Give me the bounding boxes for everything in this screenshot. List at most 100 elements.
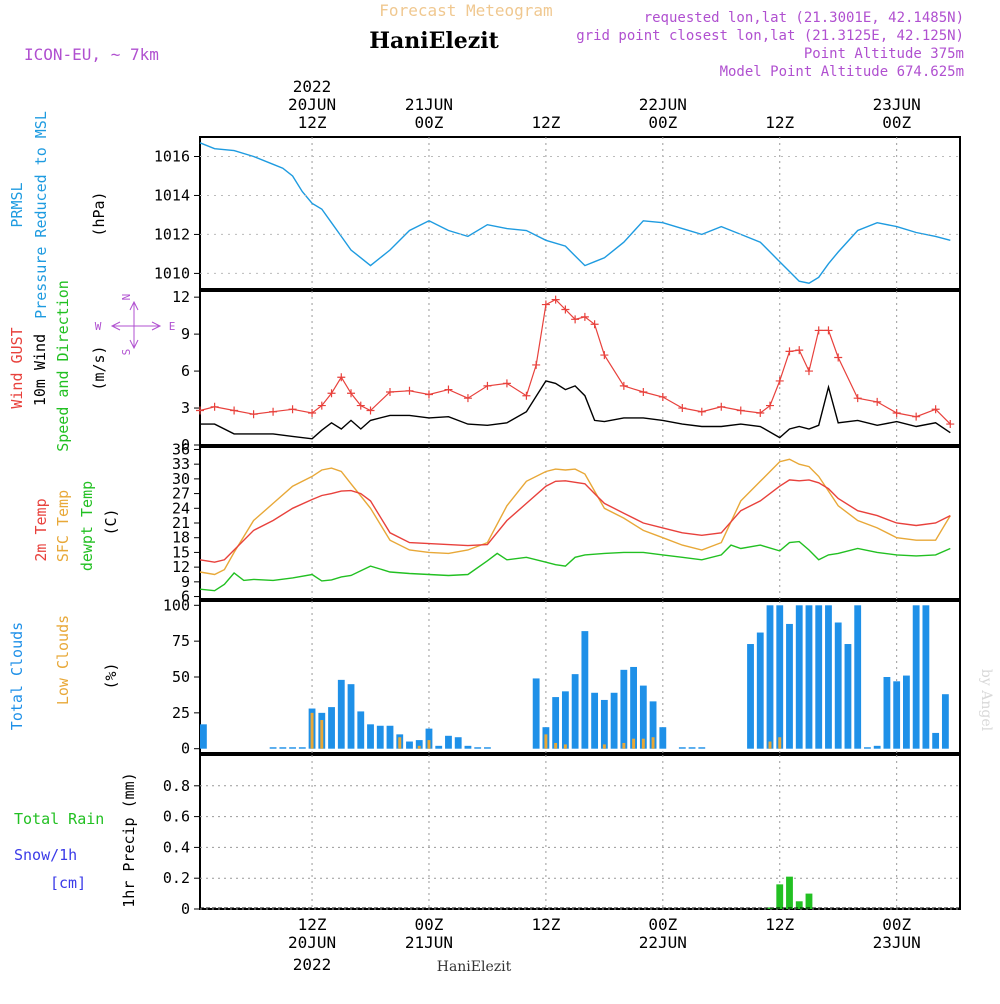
temp-ytick-label: 21 (172, 514, 190, 532)
bottom-date-label: 23JUN (873, 933, 921, 952)
low-cloud-bar (310, 712, 314, 749)
low-cloud-bar (563, 744, 567, 749)
t2m-label: 2m Temp (32, 498, 50, 561)
bottom-date-label: 21JUN (405, 933, 453, 952)
clouds-panel: Total Clouds Low Clouds (%) 0 25 50 75 100 (8, 596, 961, 758)
clouds-ytick-label: 75 (172, 632, 190, 650)
bottom-date-label: 22JUN (639, 933, 687, 952)
top-hour-label: 12Z (298, 113, 327, 132)
gust-marker (463, 394, 472, 403)
clouds-ytick-label: 25 (172, 704, 190, 722)
gust-marker (804, 367, 813, 376)
precip-axis-label: 1hr Precip (mm) (120, 772, 138, 907)
total-cloud-bar (454, 737, 462, 749)
wind-ytick-label: 9 (181, 325, 190, 343)
total-cloud-bar (406, 741, 413, 749)
gust-marker (571, 315, 580, 324)
point-altitude: Point Altitude 375m (804, 46, 964, 62)
gust-marker (785, 347, 794, 356)
sfc-label: SFC Temp (54, 490, 72, 562)
total-cloud-bar (639, 685, 647, 749)
gust-marker (551, 295, 560, 304)
total-cloud-bar (532, 678, 540, 749)
gust-marker (308, 408, 317, 417)
gust-marker (619, 381, 628, 390)
total-cloud-bar (200, 724, 207, 749)
cm-label: [cm] (50, 874, 86, 892)
pressure-ytick-label: 1010 (154, 264, 190, 282)
pressure-label-long: Pressure Reduced to MSL (32, 111, 50, 319)
gust-marker (196, 406, 204, 415)
bottom-hour-label: 00Z (882, 915, 911, 934)
wind-label: 10m Wind (31, 334, 49, 406)
wind-frame (199, 290, 961, 446)
gust-marker (756, 408, 765, 417)
gust-marker (502, 379, 511, 388)
gust-marker (639, 388, 648, 397)
gust-marker (600, 351, 609, 360)
gust-marker (561, 305, 570, 314)
gust-marker (658, 392, 667, 401)
low-cloud-bar (768, 741, 772, 749)
pressure-frame (199, 136, 961, 290)
total-cloud-bar (337, 679, 345, 749)
wind-ytick-label: 3 (181, 399, 190, 417)
total-cloud-bar (756, 632, 764, 749)
precip-ytick-label: 0 (181, 900, 190, 918)
total-cloud-bar (464, 745, 472, 749)
total-cloud-bar (698, 747, 706, 749)
wind-unit: (m/s) (90, 345, 108, 390)
total-cloud-bar (298, 747, 306, 749)
total-cloud-bar (883, 677, 891, 749)
low-cloud-bar (622, 742, 626, 749)
pressure-unit: (hPa) (90, 191, 108, 236)
wind-ytick-label: 0 (181, 436, 190, 454)
wind-speed-line (200, 380, 951, 440)
gust-marker (590, 320, 599, 329)
product-title: Forecast Meteogram (379, 1, 552, 20)
total-cloud-bar (415, 740, 423, 749)
gust-marker (912, 412, 921, 421)
low-cloud-bar (778, 737, 782, 749)
total-cloud-bar (474, 747, 482, 749)
precip-ytick-label: 0.4 (163, 838, 190, 856)
total-cloud-bar (571, 674, 579, 749)
clouds-ytick-label: 100 (163, 596, 190, 614)
top-year-label: 2022 (293, 77, 332, 96)
gust-marker (775, 376, 784, 385)
rain-bar (786, 876, 793, 909)
clouds-ytick-label: 50 (172, 668, 190, 686)
temp-unit: (C) (102, 508, 120, 535)
total-cloud-bar (484, 747, 491, 749)
total-cloud-bar (445, 735, 452, 749)
temp-ytick-label: 33 (172, 455, 190, 473)
clouds-unit: (%) (102, 662, 120, 689)
temp-ytick-label: 27 (172, 485, 190, 503)
rain-bar (805, 893, 813, 909)
temp-ytick-label: 12 (172, 558, 190, 576)
gust-marker (697, 407, 706, 416)
top-date-label: 21JUN (405, 95, 453, 114)
total-cloud-bar (435, 745, 443, 749)
compass-west: W (95, 320, 102, 333)
bottom-hour-label: 12Z (531, 915, 560, 934)
total-cloud-bar (864, 747, 871, 749)
total-cloud-bar (825, 605, 832, 749)
gust-marker (766, 401, 774, 410)
pressure-ytick-label: 1016 (154, 147, 190, 165)
temp-ytick-label: 30 (172, 470, 190, 488)
total-cloud-bar (678, 747, 686, 749)
compass-ns-arrow (129, 300, 139, 350)
gust-marker (424, 390, 433, 399)
total-cloud-bar (932, 732, 940, 749)
total-cloud-bar (649, 701, 657, 749)
gust-marker (717, 402, 726, 411)
compass-ew-arrow (110, 321, 162, 331)
gust-marker (541, 300, 550, 309)
compass-rose: N S W E (95, 294, 176, 356)
gust-marker (931, 405, 940, 414)
total-cloud-bar (815, 605, 823, 749)
low-cloud-bar (417, 745, 421, 749)
low-cloud-bar (602, 744, 606, 749)
low-cloud-bar (651, 737, 655, 749)
